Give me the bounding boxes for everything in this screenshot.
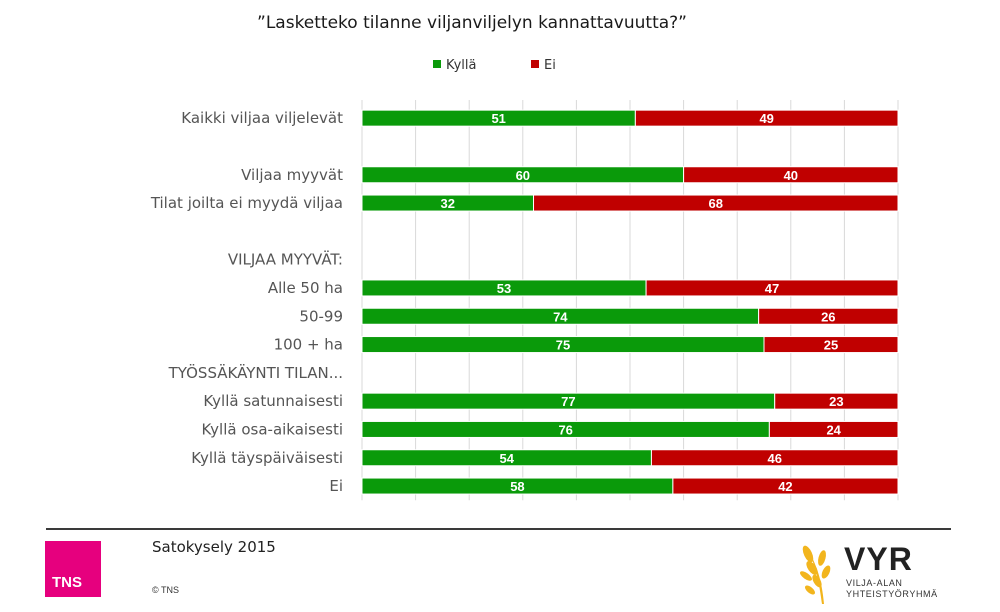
bar-value-label: 49 — [759, 111, 773, 126]
bar-ei — [645, 279, 899, 297]
bar-ei — [758, 307, 899, 325]
bar-value-label: 42 — [778, 479, 792, 494]
wheat-icon — [800, 545, 831, 604]
category-label: TYÖSSÄKÄYNTI TILAN... — [168, 363, 343, 382]
bar-ei — [683, 166, 899, 184]
category-label: Alle 50 ha — [268, 279, 343, 297]
vyr-brand: VYR — [844, 541, 913, 577]
bars: 51 49 60 40 32 68 53 47 74 26 75 25 77 23 76 24 54 46 58 42 — [361, 109, 899, 495]
category-label: VILJAA MYYVÄT: — [228, 250, 343, 269]
bar-value-label: 76 — [558, 422, 572, 437]
chart: ”Lasketteko tilanne viljanviljelyn kanna… — [150, 13, 899, 501]
bar-ei — [634, 109, 899, 127]
bar-value-label: 24 — [826, 422, 841, 437]
bar-value-label: 32 — [441, 196, 455, 211]
bar-value-label: 40 — [784, 168, 798, 183]
bar-value-label: 75 — [556, 338, 570, 353]
bar-value-label: 51 — [491, 111, 505, 126]
category-label: Kaikki viljaa viljelevät — [181, 109, 343, 127]
bar-value-label: 26 — [821, 309, 835, 324]
footer-copyright: © TNS — [152, 585, 179, 595]
category-label: Kyllä satunnaisesti — [203, 392, 343, 410]
bar-value-label: 54 — [499, 451, 514, 466]
category-label: Kyllä täyspäiväisesti — [191, 449, 343, 467]
bar-value-label: 25 — [824, 338, 838, 353]
category-label: Kyllä osa-aikaisesti — [201, 420, 343, 438]
bar-ei — [650, 449, 899, 467]
bar-ei — [672, 477, 899, 495]
bar-value-label: 68 — [709, 196, 723, 211]
category-label: Ei — [329, 477, 343, 495]
bar-value-label: 53 — [497, 281, 511, 296]
vyr-subtitle-line1: VILJA-ALAN — [846, 578, 903, 588]
vyr-subtitle-line2: YHTEISTYÖRYHMÄ — [846, 589, 938, 599]
tns-logo: TNS — [45, 541, 101, 597]
gridlines — [361, 100, 899, 501]
category-label: Viljaa myyvät — [241, 166, 343, 184]
bar-ei — [533, 194, 899, 212]
bar-ei — [763, 336, 899, 354]
legend-swatch-ei — [531, 60, 539, 68]
chart-title: ”Lasketteko tilanne viljanviljelyn kanna… — [257, 13, 687, 33]
footer-divider — [46, 528, 951, 530]
legend-swatch-kylla — [433, 60, 441, 68]
bar-value-label: 58 — [510, 479, 524, 494]
legend-label-kylla: Kyllä — [446, 58, 476, 73]
bar-value-label: 77 — [561, 394, 575, 409]
category-label: 100 + ha — [274, 336, 343, 354]
bar-value-label: 47 — [765, 281, 779, 296]
bar-ei — [774, 392, 899, 410]
footer-survey-title: Satokysely 2015 — [152, 538, 276, 556]
bar-value-label: 74 — [553, 309, 568, 324]
bar-ei — [768, 420, 899, 438]
vyr-logo: VYR VILJA-ALAN YHTEISTYÖRYHMÄ — [800, 540, 950, 606]
category-label: 50-99 — [299, 307, 343, 325]
category-label: Tilat joilta ei myydä viljaa — [150, 194, 343, 212]
bar-value-label: 23 — [829, 394, 843, 409]
bar-value-label: 46 — [767, 451, 781, 466]
legend: Kyllä Ei — [433, 58, 556, 73]
tns-logo-text: TNS — [52, 574, 82, 591]
category-labels: Kaikki viljaa viljelevät Viljaa myyvät Til… — [150, 109, 343, 495]
legend-label-ei: Ei — [544, 58, 556, 73]
bar-value-label: 60 — [516, 168, 530, 183]
